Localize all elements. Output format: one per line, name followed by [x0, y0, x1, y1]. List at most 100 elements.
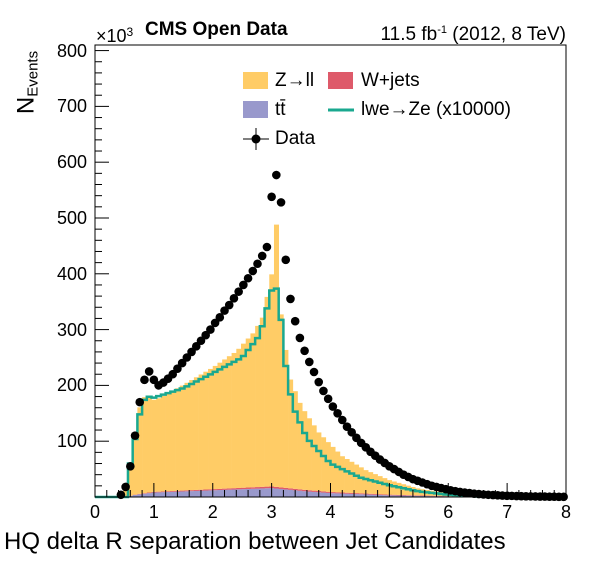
data-point [337, 415, 347, 425]
wjets-bar [170, 491, 176, 492]
wjets-bar [226, 488, 232, 490]
wjets-bar [396, 494, 402, 496]
ttbar-bar [354, 494, 360, 497]
y-axis-multiplier: ×103 [96, 22, 133, 46]
legend-swatch-ttbar [243, 101, 268, 118]
ttbar-bar [405, 495, 411, 497]
zll-bar [396, 482, 402, 495]
data-point [126, 462, 135, 471]
x-tick-label: 2 [207, 502, 218, 522]
ttbar-bar [259, 488, 265, 497]
zll-bar [212, 365, 218, 490]
data-point [243, 273, 253, 283]
zll-bar [349, 461, 355, 493]
ttbar-bar [349, 493, 355, 497]
wjets-bar [321, 491, 327, 493]
ttbar-bar [372, 494, 378, 497]
zll-bar [146, 395, 152, 493]
data-point [224, 300, 234, 310]
lumi-suffix: (2012, 8 TeV) [446, 24, 566, 45]
wjets-bar [292, 488, 298, 491]
ttbar-bar [264, 488, 270, 497]
y-tick-label: 800 [56, 40, 87, 61]
ttbar-bar [335, 493, 341, 497]
x-axis-label: HQ delta R separation between Jet Candid… [4, 528, 506, 555]
ttbar-bar [226, 489, 232, 497]
zll-bar [325, 442, 331, 492]
x-tick-label: 4 [325, 502, 336, 522]
zll-bar [269, 274, 275, 487]
y-tick-label: 700 [56, 96, 87, 117]
data-point [295, 333, 305, 343]
lumi-prefix: 11.5 fb [380, 24, 438, 45]
ttbar-bar [250, 488, 256, 497]
ttbar-bar [212, 490, 218, 497]
ttbar-bar [142, 493, 148, 497]
zll-bar [241, 343, 247, 488]
zll-bar [354, 464, 360, 494]
wjets-bar [236, 487, 242, 490]
zll-bar [283, 349, 289, 488]
zll-bar [250, 333, 256, 488]
zll-bar [198, 374, 204, 490]
data-point [333, 408, 342, 418]
zll-bar [245, 338, 251, 488]
zll-bar [330, 446, 336, 493]
zll-bar [156, 398, 162, 492]
ttbar-bar [170, 491, 176, 497]
wjets-bar [146, 492, 152, 494]
ttbar-bar [321, 492, 327, 497]
zll-bar [339, 456, 345, 493]
wjets-bar [391, 494, 397, 496]
ttbar-bar [137, 494, 143, 497]
zll-bar [382, 478, 388, 495]
zll-bar [217, 362, 223, 489]
data-point [286, 294, 295, 304]
data-point [234, 287, 243, 296]
zll-bar [363, 470, 369, 494]
wjets-bar [189, 490, 195, 492]
y-axis-label: NEvents [13, 28, 42, 138]
ttbar-bar [325, 492, 331, 497]
wjets-bar [179, 490, 185, 492]
data-point [272, 170, 281, 180]
zll-bar [203, 371, 209, 490]
wjets-bar [231, 488, 237, 490]
zll-bar [306, 418, 312, 491]
wjets-bar [306, 490, 312, 492]
zll-bar [165, 393, 171, 492]
x-tick-label: 3 [266, 502, 277, 522]
ttbar-bar [283, 489, 289, 497]
zll-bar [297, 402, 303, 490]
zll-bar [189, 380, 195, 491]
zll-bar [179, 385, 185, 491]
wjets-bar [208, 489, 214, 491]
ttbar-bar [203, 490, 209, 497]
zll-bar [127, 469, 133, 496]
ttbar-bar [415, 495, 421, 497]
data-point [206, 325, 215, 334]
ttbar-bar [344, 493, 350, 497]
zll-bar [316, 432, 322, 492]
ttbar-bar [236, 489, 242, 497]
x-tick-label: 6 [443, 502, 454, 522]
ttbar-bar [377, 494, 383, 497]
x-tick-label: 8 [560, 502, 571, 522]
wjets-bar [302, 489, 308, 492]
zll-bar [311, 425, 317, 491]
ttbar-bar [278, 488, 284, 497]
ttbar-bar [302, 491, 308, 497]
data-point [262, 242, 272, 252]
legend-label-data: Data [275, 128, 316, 149]
ttbar-bar [401, 495, 407, 497]
wjets-bar [255, 487, 261, 489]
wjets-bar [250, 487, 256, 489]
x-tick-label: 7 [502, 502, 513, 522]
wjets-bar [325, 491, 331, 493]
zll-bar [137, 407, 143, 494]
data-point [144, 367, 154, 376]
zll-bar [236, 348, 242, 488]
ttbar-bar [382, 495, 388, 497]
wjets-bar [368, 493, 374, 495]
ttbar-bar [288, 489, 294, 497]
